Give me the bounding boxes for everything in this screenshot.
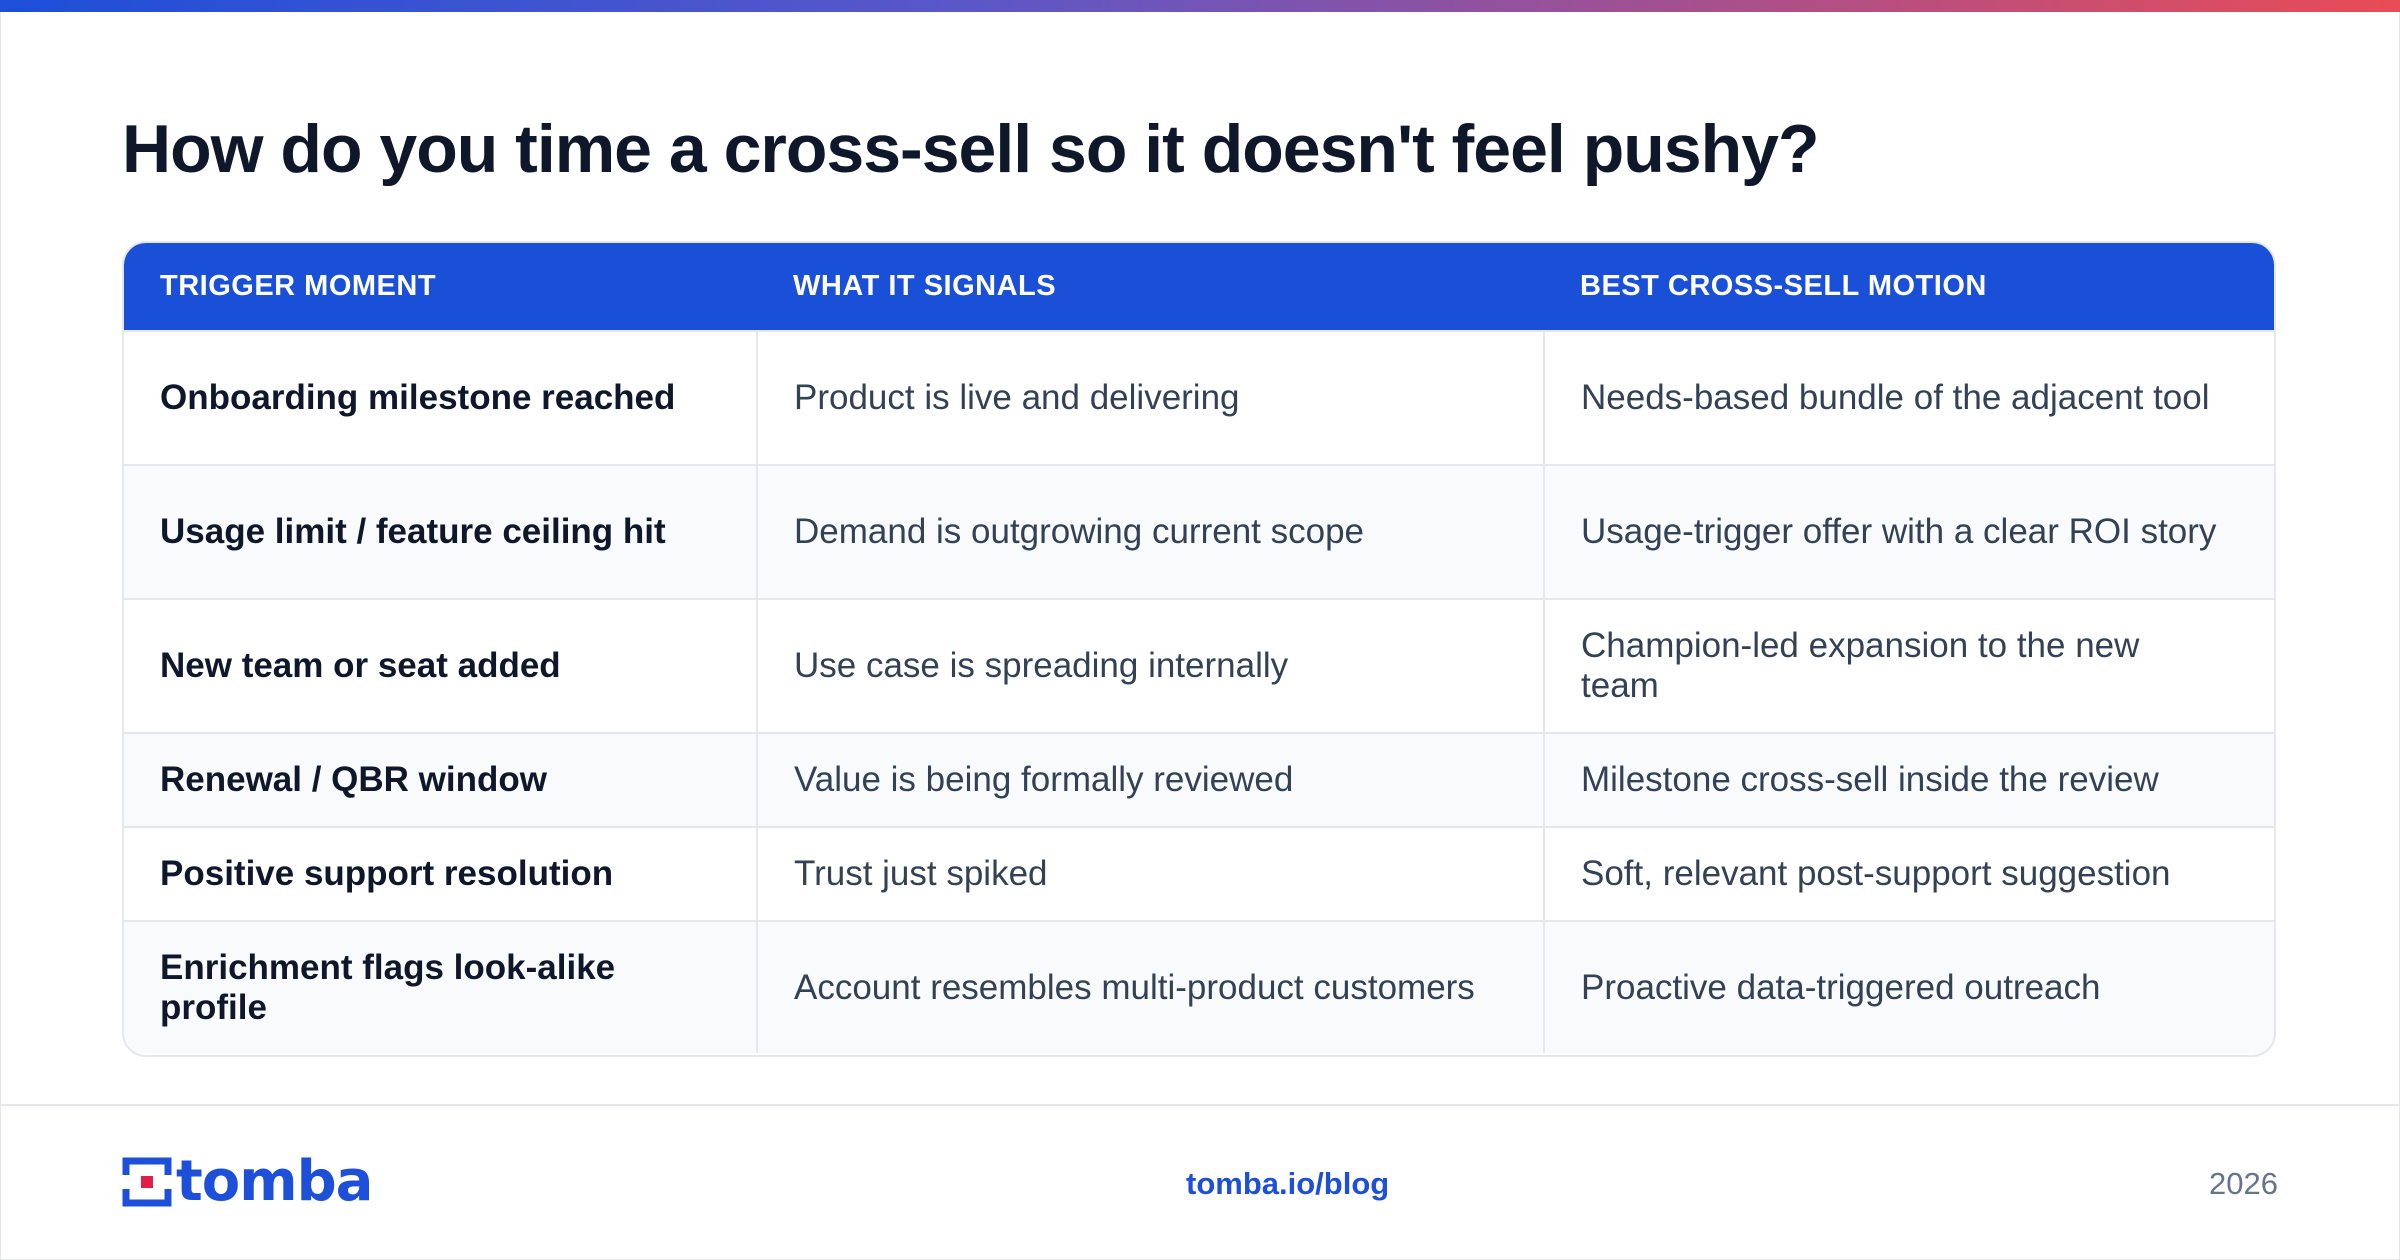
tomba-logo-icon: [122, 1157, 172, 1207]
logo-wordmark: tomba: [176, 1149, 373, 1214]
column-header-signals: WHAT IT SIGNALS: [793, 270, 1057, 302]
motion-cell: Usage-trigger offer with a clear ROI sto…: [1543, 464, 2274, 599]
table-row: Enrichment flags look-alike profile Acco…: [124, 920, 2274, 1053]
signal-cell: Account resembles multi-product customer…: [756, 920, 1544, 1053]
trigger-cell: Renewal / QBR window: [124, 732, 757, 827]
signal-cell: Value is being formally reviewed: [756, 732, 1544, 827]
signal-cell: Trust just spiked: [756, 826, 1544, 921]
trigger-cell: New team or seat added: [124, 598, 757, 733]
table-row: Positive support resolution Trust just s…: [124, 826, 2274, 921]
table-row: New team or seat added Use case is sprea…: [124, 598, 2274, 733]
footer-divider: [0, 1104, 2400, 1106]
timing-table: TRIGGER MOMENT WHAT IT SIGNALS BEST CROS…: [122, 241, 2276, 1057]
table-row: Renewal / QBR window Value is being form…: [124, 732, 2274, 827]
column-header-trigger: TRIGGER MOMENT: [160, 270, 437, 302]
trigger-cell: Enrichment flags look-alike profile: [124, 920, 757, 1053]
table-header-row: TRIGGER MOMENT WHAT IT SIGNALS BEST CROS…: [124, 243, 2274, 331]
motion-cell: Proactive data-triggered outreach: [1543, 920, 2274, 1053]
motion-cell: Needs-based bundle of the adjacent tool: [1543, 330, 2274, 465]
blog-link[interactable]: tomba.io/blog: [1186, 1166, 1390, 1201]
column-header-motion: BEST CROSS-SELL MOTION: [1580, 270, 1987, 302]
motion-cell: Soft, relevant post-support suggestion: [1543, 826, 2274, 921]
footer-year: 2026: [2209, 1166, 2278, 1201]
signal-cell: Product is live and delivering: [756, 330, 1544, 465]
motion-cell: Champion-led expansion to the new team: [1543, 598, 2274, 733]
trigger-cell: Usage limit / feature ceiling hit: [124, 464, 757, 599]
signal-cell: Demand is outgrowing current scope: [756, 464, 1544, 599]
page-title: How do you time a cross-sell so it doesn…: [122, 111, 1820, 187]
gradient-accent-bar: [0, 0, 2400, 12]
trigger-cell: Positive support resolution: [124, 826, 757, 921]
motion-cell: Milestone cross-sell inside the review: [1543, 732, 2274, 827]
table-row: Onboarding milestone reached Product is …: [124, 330, 2274, 465]
signal-cell: Use case is spreading internally: [756, 598, 1544, 733]
tomba-logo[interactable]: tomba: [122, 1149, 373, 1214]
table-row: Usage limit / feature ceiling hit Demand…: [124, 464, 2274, 599]
trigger-cell: Onboarding milestone reached: [124, 330, 757, 465]
